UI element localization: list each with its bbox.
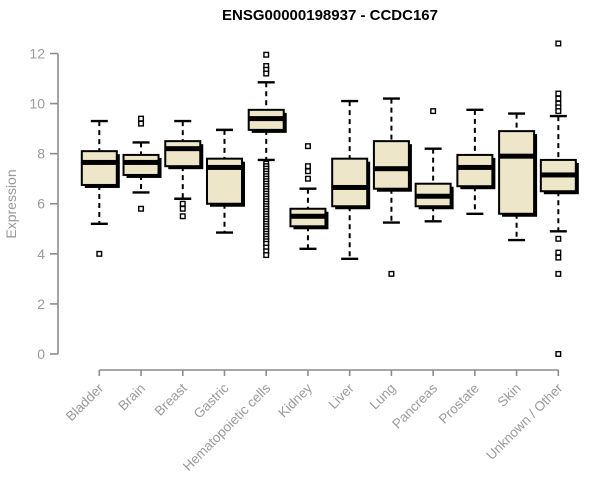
box-group xyxy=(498,112,538,242)
x-tick-label: Lung xyxy=(367,381,399,413)
box-group xyxy=(331,99,371,261)
box-rect xyxy=(498,130,536,215)
y-tick-label: 4 xyxy=(37,246,45,262)
outlier-point xyxy=(430,108,437,115)
x-tick-label: Breast xyxy=(152,380,190,418)
median-line xyxy=(123,159,159,165)
outlier-point xyxy=(555,249,562,256)
box-group xyxy=(80,119,120,257)
outlier-point xyxy=(304,163,311,170)
x-tick-label: Pancreas xyxy=(389,380,440,431)
outlier-point xyxy=(555,40,562,47)
median-line xyxy=(290,213,326,219)
x-tick-label: Prostate xyxy=(436,381,482,427)
outlier-point xyxy=(138,115,145,122)
median-line xyxy=(415,193,451,199)
median-line xyxy=(248,116,284,122)
box-group xyxy=(164,119,204,220)
x-tick-label: Liver xyxy=(326,380,358,412)
box-rect xyxy=(456,153,494,188)
chart-title: ENSG00000198937 - CCDC167 xyxy=(222,7,438,24)
box-rect xyxy=(122,153,160,176)
outlier-point xyxy=(179,200,186,207)
y-tick-label: 10 xyxy=(29,96,45,112)
outlier-point xyxy=(304,143,311,150)
x-tick-label: Brain xyxy=(115,381,148,414)
outlier-point xyxy=(179,213,186,220)
y-tick-label: 2 xyxy=(37,296,45,312)
box-group xyxy=(247,51,287,259)
outlier-point xyxy=(555,108,562,115)
x-tick-label: Kidney xyxy=(275,380,315,420)
outlier-point xyxy=(388,270,395,277)
median-line xyxy=(457,164,493,170)
outlier-point xyxy=(179,205,186,212)
median-line xyxy=(540,172,576,178)
median-line xyxy=(373,166,409,172)
outlier-point xyxy=(263,70,270,77)
y-tick-label: 6 xyxy=(37,196,45,212)
box-group xyxy=(414,108,454,223)
outlier-point xyxy=(263,252,270,259)
box-group xyxy=(372,97,412,277)
outlier-point xyxy=(555,351,562,358)
outlier-point xyxy=(263,51,270,58)
outlier-point xyxy=(138,205,145,212)
median-line xyxy=(206,164,242,170)
box-rect xyxy=(80,150,118,186)
outlier-point xyxy=(304,175,311,182)
x-tick-label: Unknown / Other xyxy=(483,380,566,463)
box-rect xyxy=(164,140,202,168)
outlier-point xyxy=(96,250,103,257)
outlier-point xyxy=(304,168,311,175)
outlier-point xyxy=(138,120,145,127)
median-line xyxy=(499,153,535,159)
y-tick-label: 8 xyxy=(37,146,45,162)
median-line xyxy=(165,146,201,152)
x-tick-label: Gastric xyxy=(191,380,232,421)
outlier-point xyxy=(555,254,562,261)
outlier-point xyxy=(555,235,562,242)
outlier-point xyxy=(555,90,562,97)
box-group xyxy=(539,40,579,358)
box-group xyxy=(205,128,245,234)
outlier-point xyxy=(555,270,562,277)
median-line xyxy=(81,159,117,165)
median-line xyxy=(332,184,368,190)
outlier-point xyxy=(555,95,562,102)
x-tick-label: Skin xyxy=(495,381,524,410)
box-group xyxy=(289,143,329,251)
box-group xyxy=(456,108,496,215)
box-rect xyxy=(331,157,369,208)
y-tick-label: 12 xyxy=(29,45,45,61)
box-rect xyxy=(372,140,410,190)
box-group xyxy=(122,115,162,212)
x-tick-label: Bladder xyxy=(63,380,107,424)
y-tick-label: 0 xyxy=(37,346,45,362)
